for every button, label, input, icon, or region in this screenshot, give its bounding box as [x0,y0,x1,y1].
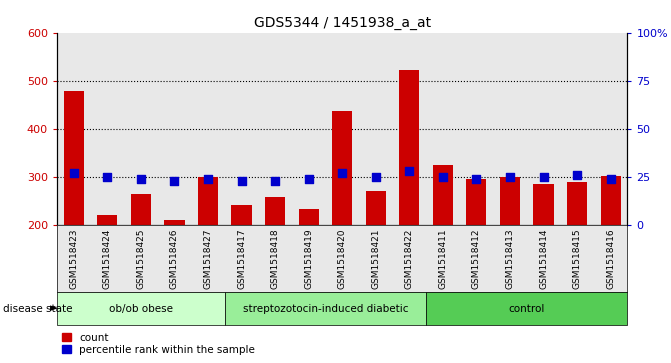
Text: GSM1518423: GSM1518423 [69,228,79,289]
Text: GSM1518417: GSM1518417 [237,228,246,289]
Legend: count, percentile rank within the sample: count, percentile rank within the sample [62,333,255,355]
Point [538,174,549,180]
Bar [601,176,621,225]
Bar [332,111,352,225]
Text: GSM1518424: GSM1518424 [103,228,112,289]
Text: GSM1518413: GSM1518413 [505,228,515,289]
Point [572,172,582,178]
Title: GDS5344 / 1451938_a_at: GDS5344 / 1451938_a_at [254,16,431,30]
Bar [433,165,453,225]
Bar [164,220,185,225]
Text: streptozotocin-induced diabetic: streptozotocin-induced diabetic [243,303,408,314]
Bar [366,191,386,225]
Point [102,174,113,180]
Point [136,176,146,182]
Point [203,176,213,182]
Text: GSM1518411: GSM1518411 [438,228,448,289]
Bar [231,205,252,225]
Point [303,176,314,182]
Text: GSM1518419: GSM1518419 [304,228,313,289]
Text: GSM1518412: GSM1518412 [472,228,481,289]
Text: GSM1518427: GSM1518427 [203,228,213,289]
FancyBboxPatch shape [225,292,426,325]
Text: GSM1518425: GSM1518425 [136,228,146,289]
Text: control: control [509,303,545,314]
Point [404,168,415,174]
Point [236,178,247,184]
Text: GSM1518414: GSM1518414 [539,228,548,289]
Text: GSM1518421: GSM1518421 [371,228,380,289]
Text: GSM1518418: GSM1518418 [270,228,280,289]
Bar [299,209,319,225]
Text: ob/ob obese: ob/ob obese [109,303,173,314]
Bar [567,182,587,225]
Text: GSM1518416: GSM1518416 [606,228,615,289]
Text: GSM1518415: GSM1518415 [572,228,582,289]
Bar [97,216,117,225]
Bar [265,197,285,225]
Bar [399,70,419,225]
Point [437,174,448,180]
Point [471,176,482,182]
Point [169,178,180,184]
Text: disease state: disease state [3,303,73,314]
Text: GSM1518422: GSM1518422 [405,228,414,289]
Text: GSM1518426: GSM1518426 [170,228,179,289]
Text: GSM1518420: GSM1518420 [338,228,347,289]
Point [337,170,348,176]
Text: ►: ► [50,303,59,314]
FancyBboxPatch shape [426,292,627,325]
Bar [131,194,151,225]
Point [605,176,616,182]
Bar [466,179,486,225]
Bar [533,184,554,225]
FancyBboxPatch shape [57,292,225,325]
Point [370,174,381,180]
Point [505,174,515,180]
Point [68,170,79,176]
Bar [64,91,84,225]
Point [270,178,280,184]
Bar [500,177,520,225]
Bar [198,177,218,225]
